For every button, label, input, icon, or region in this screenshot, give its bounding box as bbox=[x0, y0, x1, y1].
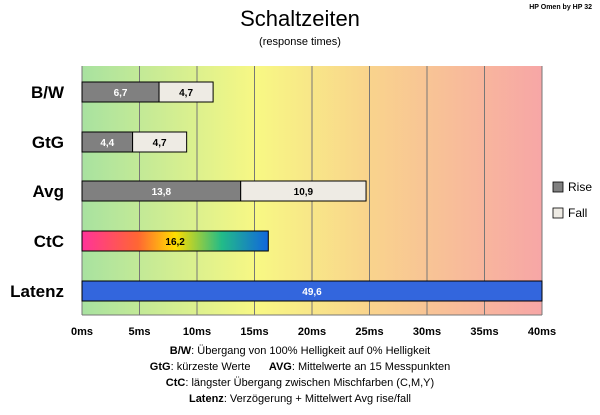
latenz-bar bbox=[81, 280, 543, 302]
fall-bar bbox=[240, 180, 367, 202]
x-tick-labels: 0ms 5ms 10ms 15ms 20ms 25ms 30ms 35ms 40ms bbox=[71, 326, 556, 338]
category-label: Avg bbox=[33, 182, 65, 201]
note-ctc: CtC: längster Übergang zwischen Mischfar… bbox=[165, 377, 435, 389]
x-tick-label: 5ms bbox=[128, 326, 150, 338]
chart-title: Schaltzeiten bbox=[240, 6, 360, 31]
legend-swatch-rise bbox=[552, 181, 564, 193]
x-tick-label: 35ms bbox=[470, 326, 498, 338]
legend-label-rise: Rise bbox=[568, 180, 592, 194]
value-labels: 6,7 4,7 4,4 4,7 13,8 10,9 16,2 49,6 bbox=[100, 88, 322, 298]
note-latenz: Latenz: Verzögerung + Mittelwert Avg ris… bbox=[188, 393, 412, 405]
x-tick-label: 30ms bbox=[413, 326, 441, 338]
legend: Rise Fall bbox=[552, 180, 592, 220]
ctc-bar bbox=[81, 230, 269, 252]
category-label: CtC bbox=[34, 232, 64, 251]
legend-label-fall: Fall bbox=[568, 206, 587, 220]
fall-value-label: 10,9 bbox=[294, 187, 314, 198]
x-tick-label: 0ms bbox=[71, 326, 93, 338]
rise-value-label: 4,4 bbox=[100, 138, 114, 149]
category-label: GtG bbox=[32, 133, 64, 152]
x-tick-label: 20ms bbox=[298, 326, 326, 338]
note-bw: B/W: Übergang von 100% Helligkeit auf 0%… bbox=[169, 345, 431, 357]
response-times-chart: 6,7 4,7 4,4 4,7 13,8 10,9 16,2 49,6 B/W GtG Avg Ct… bbox=[10, 66, 592, 338]
fall-value-label: 4,7 bbox=[153, 138, 167, 149]
fall-value-label: 4,7 bbox=[179, 88, 193, 99]
x-tick-label: 15ms bbox=[240, 326, 268, 338]
latenz-value-label: 49,6 bbox=[302, 287, 322, 298]
monitor-model-label: HP Omen by HP 32 bbox=[529, 4, 592, 11]
x-tick-label: 10ms bbox=[183, 326, 211, 338]
rise-value-label: 13,8 bbox=[152, 187, 172, 198]
fall-bar bbox=[158, 81, 214, 103]
rise-value-label: 6,7 bbox=[114, 88, 128, 99]
category-label: Latenz bbox=[10, 282, 64, 301]
bars bbox=[81, 81, 543, 302]
ctc-value-label: 16,2 bbox=[165, 237, 185, 248]
x-tick-label: 40ms bbox=[528, 326, 556, 338]
note-gtg-avg: GtG: kürzeste Werte AVG: Mittelwerte an … bbox=[149, 361, 451, 373]
fall-bar bbox=[132, 131, 188, 153]
category-labels: B/W GtG Avg CtC Latenz bbox=[10, 83, 65, 301]
x-tick-label: 25ms bbox=[355, 326, 383, 338]
category-label: B/W bbox=[31, 83, 65, 102]
chart-subtitle: (response times) bbox=[259, 36, 341, 48]
legend-swatch-fall bbox=[552, 207, 564, 219]
notes: B/W: Übergang von 100% Helligkeit auf 0%… bbox=[0, 343, 600, 407]
